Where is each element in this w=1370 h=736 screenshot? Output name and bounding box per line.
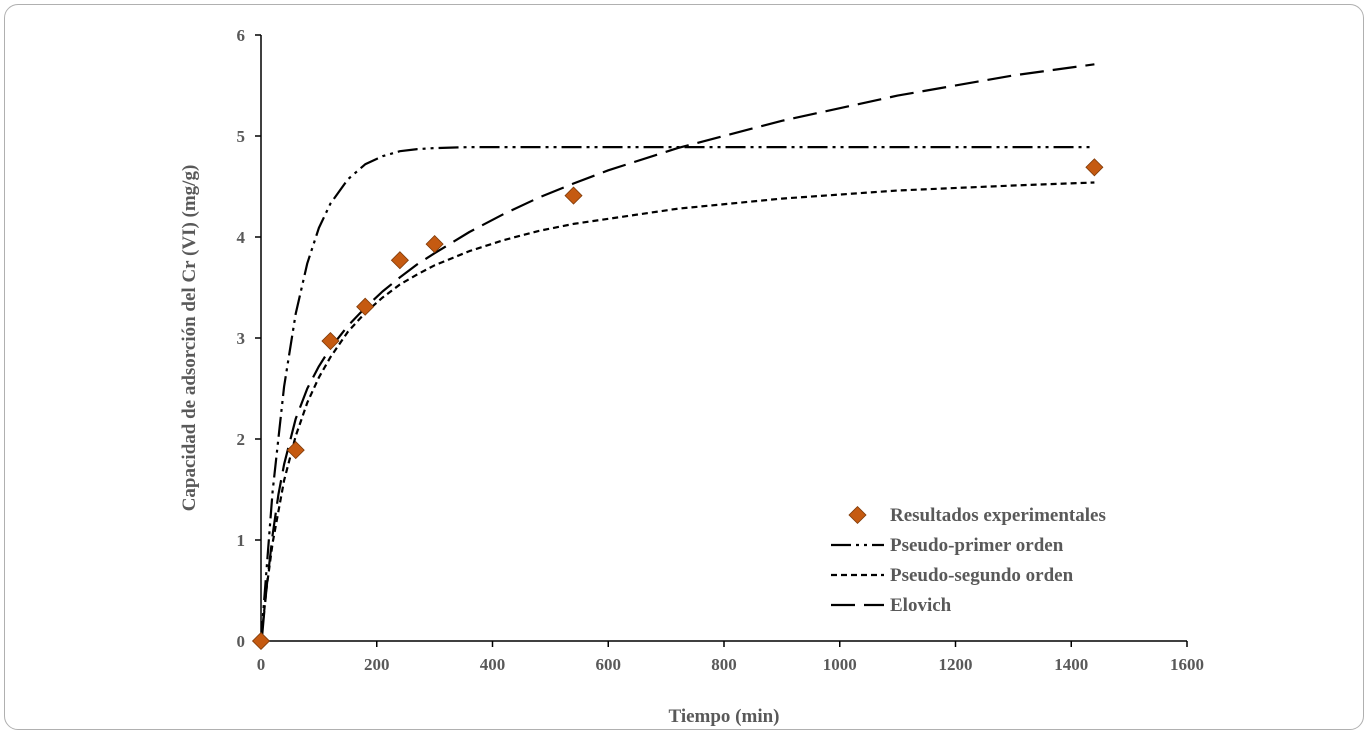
data-point (321, 331, 340, 351)
legend-entry-experimental: Resultados experimentales (848, 505, 1106, 526)
legend-entry-elovich: Elovich (831, 595, 952, 616)
y-tick-label: 2 (237, 430, 246, 449)
y-tick-label: 3 (237, 329, 246, 348)
data-point (425, 235, 444, 254)
y-axis-title: Capacidad de adsorción del Cr (VI) (mg/g… (179, 165, 200, 512)
legend-label-pseudo-segundo: Pseudo-segundo orden (890, 565, 1074, 586)
legend-label-elovich: Elovich (890, 595, 952, 616)
x-tick-label: 1200 (939, 655, 973, 674)
legend-entry-pseudo-primer: Pseudo-primer orden (831, 535, 1064, 556)
x-tick-label: 0 (257, 655, 266, 674)
legend-entry-pseudo-segundo: Pseudo-segundo orden (831, 565, 1074, 586)
x-tick-label: 1000 (823, 655, 857, 674)
x-tick-label: 1600 (1170, 655, 1204, 674)
x-tick-label: 1400 (1054, 655, 1088, 674)
x-tick-label: 800 (711, 655, 737, 674)
y-tick-label: 4 (237, 228, 246, 247)
data-point (1085, 158, 1104, 177)
legend-label-experimental: Resultados experimentales (890, 505, 1106, 526)
chart-frame (4, 4, 1364, 730)
y-tick-label: 1 (237, 531, 246, 550)
x-tick-label: 200 (364, 655, 390, 674)
y-tick-label: 6 (237, 26, 246, 45)
data-point (251, 631, 271, 651)
legend-marker-diamond (848, 505, 867, 525)
x-tick-label: 600 (596, 655, 622, 674)
x-tick-label: 400 (480, 655, 506, 674)
y-tick-label: 5 (237, 127, 246, 146)
experimental-points (251, 158, 1104, 651)
data-point (390, 251, 409, 270)
legend-label-pseudo-primer: Pseudo-primer orden (890, 535, 1064, 556)
y-ticks: 0 1 2 3 4 5 6 (237, 26, 261, 651)
x-axis-title: Tiempo (min) (668, 706, 779, 727)
data-point (286, 441, 305, 460)
data-point (564, 186, 583, 205)
x-ticks: 0 200 400 600 800 1000 1200 1400 1600 (257, 641, 1204, 674)
y-tick-label: 0 (237, 632, 246, 651)
axes: 0 200 400 600 800 1000 1200 1400 1600 0 1 2 3 4 5 6 (237, 26, 1205, 674)
legend: Resultados experimentales Pseudo-primer … (831, 505, 1106, 616)
data-point (356, 297, 375, 316)
series-line-3 (261, 63, 1095, 635)
series-line-1 (259, 146, 1095, 642)
